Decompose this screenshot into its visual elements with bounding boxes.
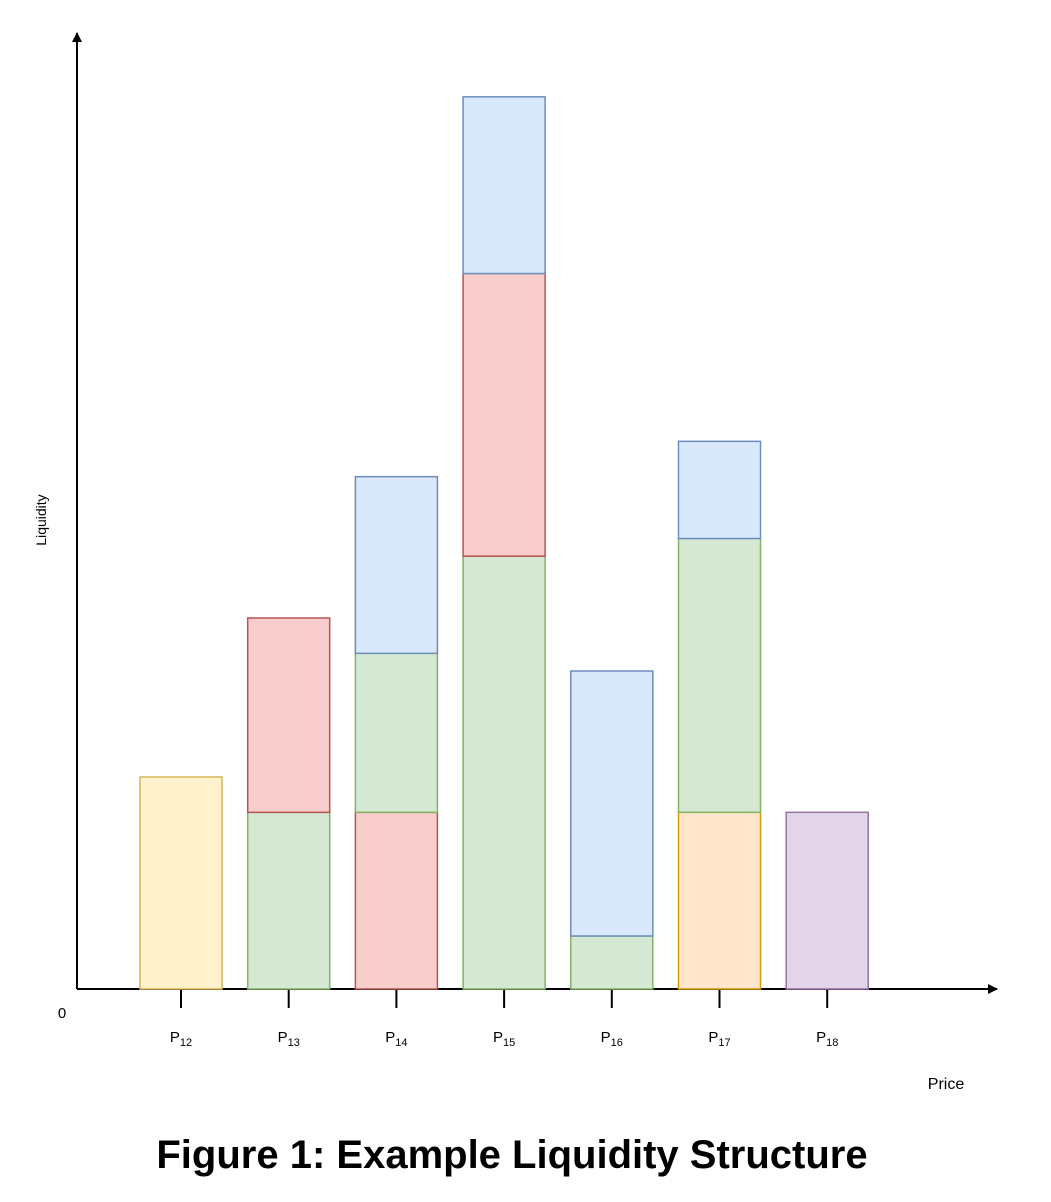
x-tick-letter: P	[708, 1029, 718, 1046]
x-tick-label: P16	[601, 1029, 623, 1049]
bar-segment	[462, 96, 546, 275]
bar-segment	[246, 811, 331, 990]
x-tick-index: 13	[288, 1037, 300, 1049]
chart-title: Figure 1: Example Liquidity Structure	[156, 1133, 867, 1177]
x-tick-index: 15	[503, 1037, 515, 1049]
bar-segment	[677, 440, 762, 540]
y-tick-label: 0	[58, 1005, 66, 1022]
bar-segment	[677, 811, 762, 990]
x-tick-label: P15	[493, 1029, 515, 1049]
bar-segment	[677, 537, 762, 814]
bar-segment	[354, 475, 439, 655]
x-tick-letter: P	[278, 1029, 288, 1046]
bar-segment	[570, 935, 654, 990]
x-tick-label: P13	[278, 1029, 300, 1049]
x-tick-index: 14	[395, 1037, 407, 1049]
bar-segment	[354, 652, 439, 814]
bar-segment	[139, 776, 223, 990]
bar-segment	[462, 272, 546, 557]
x-tick-index: 17	[718, 1037, 730, 1049]
y-axis-label: Liquidity	[33, 494, 49, 545]
x-tick-letter: P	[493, 1029, 503, 1046]
x-tick-label: P14	[385, 1029, 407, 1049]
x-tick-label: P12	[170, 1029, 192, 1049]
x-tick-letter: P	[385, 1029, 395, 1046]
bar-segment	[354, 811, 439, 990]
bar-segment	[462, 555, 546, 990]
x-tick-letter: P	[170, 1029, 180, 1046]
x-tick-letter: P	[601, 1029, 611, 1046]
bar-segment	[570, 670, 654, 937]
x-tick-label: P17	[708, 1029, 730, 1049]
x-tick-letter: P	[816, 1029, 826, 1046]
x-axis-label: Price	[928, 1076, 965, 1093]
x-tick-index: 16	[611, 1037, 623, 1049]
bar-segment	[785, 811, 869, 990]
x-tick-index: 12	[180, 1037, 192, 1049]
x-tick-index: 18	[826, 1037, 838, 1049]
bar-segment	[246, 617, 331, 814]
x-tick-label: P18	[816, 1029, 838, 1049]
